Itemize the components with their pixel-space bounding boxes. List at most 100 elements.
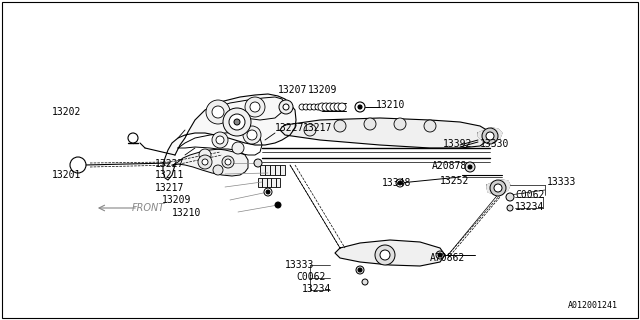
Circle shape — [264, 188, 272, 196]
Circle shape — [128, 133, 138, 143]
Bar — [275, 165, 280, 175]
Circle shape — [70, 157, 86, 173]
Bar — [280, 165, 285, 175]
Text: 13333: 13333 — [547, 177, 577, 187]
Circle shape — [229, 114, 245, 130]
Circle shape — [438, 253, 442, 257]
Circle shape — [482, 128, 498, 144]
Text: 13234: 13234 — [515, 202, 545, 212]
Text: 13227: 13227 — [275, 123, 305, 133]
Text: C0062: C0062 — [296, 272, 325, 282]
Circle shape — [375, 245, 395, 265]
Circle shape — [250, 102, 260, 112]
Text: 13210: 13210 — [172, 208, 202, 218]
Circle shape — [279, 100, 293, 114]
Text: 13330: 13330 — [480, 139, 509, 149]
Text: A012001241: A012001241 — [568, 301, 618, 310]
Circle shape — [307, 104, 313, 110]
Circle shape — [254, 159, 262, 167]
Circle shape — [326, 103, 334, 111]
Text: 13252: 13252 — [440, 176, 469, 186]
Text: FRONT: FRONT — [131, 203, 164, 213]
Bar — [276, 178, 280, 187]
Circle shape — [315, 104, 321, 110]
Circle shape — [358, 105, 362, 109]
Circle shape — [234, 119, 240, 125]
Text: 13201: 13201 — [52, 170, 81, 180]
Text: 13333: 13333 — [285, 260, 314, 270]
Polygon shape — [478, 128, 502, 142]
Circle shape — [358, 268, 362, 272]
Polygon shape — [335, 240, 445, 266]
Circle shape — [330, 103, 338, 111]
Circle shape — [355, 102, 365, 112]
Circle shape — [318, 103, 326, 111]
Circle shape — [223, 108, 251, 136]
Text: 13234: 13234 — [302, 284, 332, 294]
Text: 13210: 13210 — [376, 100, 405, 110]
Text: 13211: 13211 — [155, 170, 184, 180]
Circle shape — [356, 266, 364, 274]
Circle shape — [212, 132, 228, 148]
Polygon shape — [173, 149, 248, 176]
Circle shape — [396, 179, 404, 187]
Polygon shape — [280, 118, 490, 148]
Text: A70862: A70862 — [430, 253, 465, 263]
Circle shape — [304, 124, 316, 136]
Circle shape — [216, 136, 224, 144]
Circle shape — [303, 104, 309, 110]
Text: 13217: 13217 — [303, 123, 332, 133]
Text: 13202: 13202 — [52, 107, 81, 117]
Circle shape — [380, 250, 390, 260]
Circle shape — [465, 162, 475, 172]
Circle shape — [486, 132, 494, 140]
Circle shape — [198, 155, 212, 169]
Bar — [258, 178, 262, 187]
Bar — [270, 165, 275, 175]
Circle shape — [206, 100, 230, 124]
Circle shape — [243, 126, 261, 144]
Text: 13209: 13209 — [308, 85, 337, 95]
Circle shape — [394, 118, 406, 130]
Circle shape — [398, 181, 402, 185]
Circle shape — [338, 103, 346, 111]
Text: 13209: 13209 — [162, 195, 191, 205]
Text: 13392: 13392 — [443, 139, 472, 149]
Text: 13227: 13227 — [155, 159, 184, 169]
Circle shape — [202, 159, 208, 165]
Circle shape — [334, 103, 342, 111]
Text: 13217: 13217 — [155, 183, 184, 193]
Circle shape — [334, 120, 346, 132]
Circle shape — [212, 106, 224, 118]
Circle shape — [283, 104, 289, 110]
Circle shape — [322, 103, 330, 111]
Bar — [265, 165, 270, 175]
Text: 13348: 13348 — [382, 178, 412, 188]
Circle shape — [364, 118, 376, 130]
Circle shape — [245, 97, 265, 117]
Circle shape — [490, 180, 506, 196]
Circle shape — [225, 159, 231, 165]
Circle shape — [199, 149, 211, 161]
Text: 13207: 13207 — [278, 85, 307, 95]
Circle shape — [424, 120, 436, 132]
Circle shape — [275, 202, 281, 208]
Circle shape — [436, 251, 444, 259]
Circle shape — [311, 104, 317, 110]
Circle shape — [299, 104, 305, 110]
Circle shape — [247, 130, 257, 140]
Text: A20878: A20878 — [432, 161, 467, 171]
Bar — [262, 178, 267, 187]
Circle shape — [507, 205, 513, 211]
Circle shape — [222, 156, 234, 168]
Bar — [271, 178, 276, 187]
Circle shape — [468, 165, 472, 169]
Bar — [267, 178, 271, 187]
Circle shape — [362, 279, 368, 285]
Circle shape — [494, 184, 502, 192]
Text: C0062: C0062 — [515, 190, 545, 200]
Bar — [260, 165, 265, 175]
Polygon shape — [163, 94, 296, 180]
Polygon shape — [487, 180, 510, 194]
Circle shape — [506, 193, 514, 201]
